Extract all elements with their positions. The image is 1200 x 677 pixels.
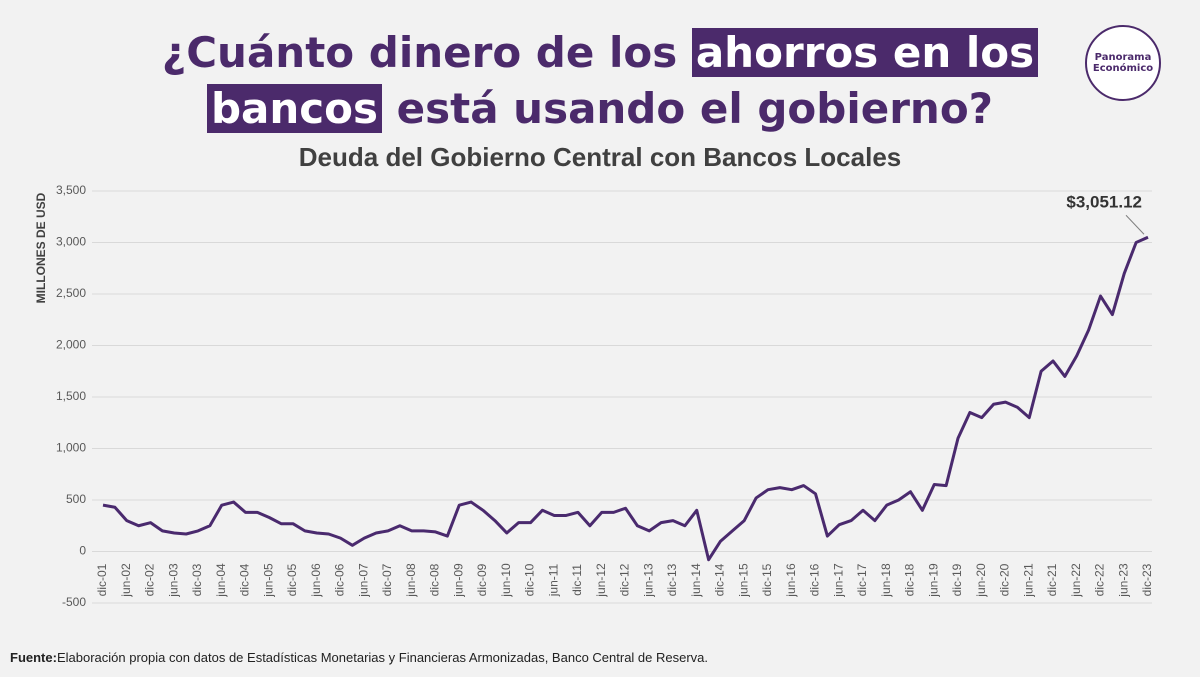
x-tick-label: jun-04 — [214, 563, 228, 598]
y-tick-label: 2,500 — [56, 286, 86, 300]
x-tick-label: jun-11 — [546, 563, 560, 597]
x-tick-label: dic-12 — [618, 563, 632, 596]
source-label: Fuente: — [10, 650, 57, 665]
x-tick-label: dic-13 — [665, 563, 679, 596]
y-tick-label: 3,500 — [56, 183, 86, 197]
title-text: está usando el gobierno? — [382, 84, 994, 133]
x-tick-label: jun-07 — [356, 563, 370, 598]
x-tick-label: dic-16 — [808, 563, 822, 596]
logo-text: Panorama — [1094, 52, 1152, 63]
logo: Panorama Económico — [1085, 25, 1161, 101]
title-highlight: ahorros en los — [691, 28, 1039, 77]
title-line: bancos está usando el gobierno? — [0, 84, 1200, 134]
x-tick-label: jun-03 — [166, 563, 180, 598]
title-text: ¿Cuánto dinero de los — [161, 28, 692, 77]
x-tick-label: jun-10 — [499, 563, 513, 598]
x-tick-label: jun-15 — [736, 563, 750, 598]
x-tick-label: jun-18 — [879, 563, 893, 598]
y-tick-label: 2,000 — [56, 338, 86, 352]
x-tick-label: dic-17 — [855, 563, 869, 596]
x-tick-label: jun-05 — [261, 563, 275, 598]
x-tick-label: jun-22 — [1069, 563, 1083, 598]
x-tick-label: dic-11 — [570, 564, 584, 596]
title-highlight: bancos — [206, 84, 383, 133]
y-tick-label: 1,000 — [56, 441, 86, 455]
x-tick-label: dic-05 — [285, 563, 299, 596]
x-tick-label: dic-03 — [190, 563, 204, 596]
x-tick-label: jun-08 — [404, 563, 418, 598]
x-tick-label: dic-10 — [523, 563, 537, 596]
x-tick-label: jun-13 — [641, 563, 655, 598]
data-line — [102, 235, 1149, 562]
title-line: ¿Cuánto dinero de los ahorros en los — [0, 28, 1200, 78]
x-tick-label: dic-21 — [1045, 563, 1059, 596]
x-tick-label: jun-06 — [309, 563, 323, 598]
x-tick-label: dic-01 — [95, 563, 109, 596]
chart-title: Deuda del Gobierno Central con Bancos Lo… — [298, 142, 902, 172]
x-tick-label: dic-09 — [475, 563, 489, 596]
x-tick-label: dic-07 — [380, 563, 394, 596]
y-tick-label: 0 — [79, 544, 86, 558]
x-tick-label: jun-12 — [594, 563, 608, 598]
source-text: Elaboración propia con datos de Estadíst… — [56, 650, 709, 665]
value-label: $3,051.12 — [1066, 193, 1142, 212]
annotation-leader — [1125, 214, 1145, 235]
x-tick-label: jun-16 — [784, 563, 798, 598]
x-tick-label: dic-22 — [1093, 563, 1107, 596]
x-tick-label: jun-21 — [1021, 563, 1035, 598]
y-axis-label: MILLONES DE USD — [34, 192, 48, 303]
y-tick-label: 3,000 — [56, 235, 86, 249]
x-tick-label: dic-20 — [998, 563, 1012, 596]
x-tick-label: dic-04 — [238, 563, 252, 596]
x-tick-label: dic-08 — [428, 563, 442, 596]
x-tick-label: dic-23 — [1140, 563, 1154, 596]
y-tick-label: -500 — [62, 595, 86, 609]
x-tick-label: jun-17 — [831, 563, 845, 598]
logo-text: Económico — [1092, 63, 1154, 74]
x-tick-label: jun-14 — [689, 563, 703, 598]
x-tick-label: jun-19 — [926, 563, 940, 598]
x-tick-label: dic-19 — [950, 563, 964, 596]
x-tick-label: jun-09 — [451, 563, 465, 598]
x-tick-label: jun-23 — [1116, 563, 1130, 598]
x-tick-label: dic-15 — [760, 563, 774, 596]
y-tick-label: 1,500 — [56, 389, 86, 403]
y-tick-label: 500 — [66, 492, 86, 506]
x-tick-label: jun-20 — [974, 563, 988, 598]
x-tick-label: dic-18 — [903, 563, 917, 596]
x-tick-label: jun-02 — [119, 563, 133, 598]
x-tick-label: dic-14 — [713, 563, 727, 596]
x-tick-label: dic-06 — [333, 563, 347, 596]
x-tick-label: dic-02 — [143, 563, 157, 596]
source: Fuente:Elaboración propia con datos de E… — [10, 650, 708, 665]
